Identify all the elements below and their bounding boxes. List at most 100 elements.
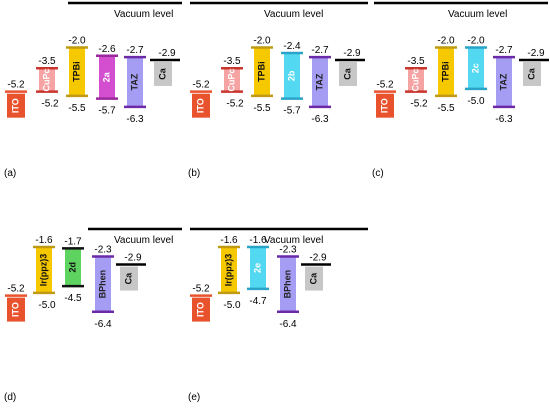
- material-label: Ir(ppz)3: [223, 254, 233, 287]
- diagram-panel: Vacuum level ITO-5.2 CuPc-3.5-5.2 TPBi-2.0-…: [4, 1, 182, 179]
- energy-value: -5.5: [437, 103, 455, 114]
- material-label: Ca: [308, 272, 318, 284]
- energy-value: -2.9: [124, 253, 142, 264]
- material-level: 2d -1.7 -4.5: [62, 236, 84, 304]
- vacuum-level-label: Vacuum level: [264, 9, 323, 20]
- energy-value: -6.3: [311, 114, 329, 125]
- material-level: CuPc-3.5 -5.2: [36, 56, 59, 110]
- material-level: BPhen -2.3 -6.4: [277, 244, 299, 330]
- energy-value: -1.7: [64, 236, 82, 247]
- energy-value: -5.2: [226, 99, 244, 110]
- energy-value: -6.4: [279, 319, 297, 330]
- panel-label: (b): [188, 168, 200, 179]
- energy-value: -2.3: [94, 244, 112, 255]
- energy-value: -5.2: [376, 80, 394, 91]
- energy-value: -4.5: [64, 293, 82, 304]
- material-level: TPBi -2.0 -5.5: [435, 36, 457, 114]
- material-label: 2d: [67, 262, 77, 273]
- material-level: 2b -2.4 -5.7: [281, 41, 303, 117]
- energy-value: -5.7: [283, 106, 301, 117]
- energy-value: -5.2: [410, 99, 428, 110]
- material-level: TAZ -2.7 -6.3: [493, 45, 515, 125]
- material-label: 2a: [101, 71, 111, 82]
- material-level: Ir(ppz)3 -1.6 -5.0: [218, 235, 241, 311]
- energy-value: -2.4: [283, 41, 301, 52]
- material-block: [523, 61, 541, 86]
- energy-value: -6.3: [126, 114, 144, 125]
- material-bar: [224, 68, 240, 92]
- panel-label: (e): [188, 392, 200, 403]
- material-level: TAZ -2.7 -6.3: [124, 45, 146, 125]
- material-block: [376, 93, 394, 118]
- material-level: ITO -5.2: [5, 80, 27, 118]
- material-label: Ca: [526, 67, 536, 79]
- material-label: Ca: [157, 67, 167, 79]
- material-bar: [39, 68, 55, 92]
- material-bar: [284, 53, 300, 99]
- energy-value: -6.3: [495, 114, 513, 125]
- energy-value: -5.0: [223, 300, 241, 311]
- vacuum-level-label: Vacuum level: [448, 9, 507, 20]
- material-level: TAZ -2.7 -6.3: [309, 45, 331, 125]
- material-label: ITO: [10, 302, 20, 317]
- panel-label: (d): [4, 392, 16, 403]
- energy-value: -2.0: [253, 36, 271, 47]
- energy-value: -5.2: [192, 80, 210, 91]
- energy-value: -1.6: [220, 235, 238, 246]
- material-label: ITO: [10, 98, 20, 113]
- material-level: ITO -5.2: [374, 80, 396, 118]
- material-block: [305, 266, 323, 291]
- vacuum-level-label: Vacuum level: [264, 235, 323, 246]
- material-label: CuPc: [41, 68, 51, 91]
- energy-value: -5.5: [68, 103, 86, 114]
- material-level: TPBi -2.0 -5.5: [66, 36, 88, 114]
- energy-value: -2.0: [437, 36, 455, 47]
- material-label: ITO: [195, 302, 205, 317]
- energy-value: -6.4: [94, 319, 112, 330]
- material-label: ITO: [379, 98, 389, 113]
- material-level: Ca -2.9: [301, 253, 331, 291]
- material-label: TAZ: [314, 73, 324, 90]
- diagram-panel: Vacuum level ITO -5.2 Ir(ppz)3 -1.6 -5.0 2d -1.…: [4, 227, 182, 403]
- energy-value: -5.0: [38, 300, 56, 311]
- material-bar: [95, 256, 111, 312]
- panel-label: (c): [372, 168, 384, 179]
- material-label: BPhen: [282, 270, 292, 299]
- energy-value: -5.5: [253, 103, 271, 114]
- material-label: CuPc: [410, 68, 420, 91]
- material-level: Ca -2.9: [116, 253, 146, 291]
- material-label: TAZ: [129, 73, 139, 90]
- energy-value: -1.6: [249, 235, 267, 246]
- material-level: 2c -2.0 -5.0: [465, 36, 487, 107]
- energy-value: -2.7: [126, 45, 144, 56]
- material-level: CuPc-3.5 -5.2: [405, 56, 428, 110]
- material-block: [120, 266, 138, 291]
- energy-value: -2.9: [343, 48, 361, 59]
- material-bar: [127, 57, 143, 107]
- material-bar: [36, 247, 52, 293]
- energy-value: -3.5: [38, 56, 56, 67]
- material-bar: [468, 47, 484, 89]
- energy-value: -2.6: [98, 44, 116, 55]
- energy-value: -3.5: [223, 56, 241, 67]
- energy-value: -3.5: [407, 56, 425, 67]
- material-bar: [496, 57, 512, 107]
- energy-value: -2.9: [158, 48, 176, 59]
- material-level: ITO -5.2: [5, 284, 27, 322]
- material-level: Ir(ppz)3 -1.6 -5.0: [33, 235, 56, 311]
- energy-value: -5.7: [98, 106, 116, 117]
- material-level: Ca -2.9: [335, 48, 365, 86]
- energy-value: -2.0: [467, 36, 485, 47]
- material-level: 2a -2.6 -5.7: [96, 44, 118, 117]
- material-label: TPBi: [71, 61, 81, 82]
- vacuum-level-label: Vacuum level: [114, 9, 173, 20]
- material-level: Ca -2.9: [150, 48, 180, 86]
- material-level: ITO -5.2: [190, 80, 212, 118]
- material-bar: [280, 256, 296, 312]
- material-label: Ir(ppz)3: [38, 254, 48, 287]
- material-bar: [221, 247, 237, 293]
